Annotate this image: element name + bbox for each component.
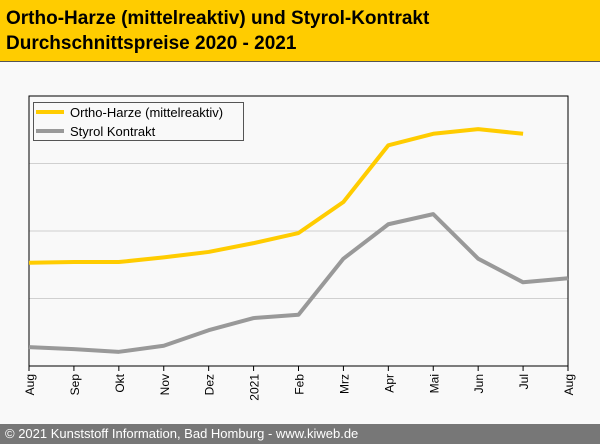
x-tick-label: Jul xyxy=(517,374,531,389)
x-tick-label: Aug xyxy=(23,374,37,395)
legend-label: Ortho-Harze (mittelreaktiv) xyxy=(70,105,223,120)
legend-box xyxy=(33,102,244,141)
x-tick-label: Aug xyxy=(562,374,576,395)
x-tick-label: Dez xyxy=(203,374,217,395)
legend-label: Styrol Kontrakt xyxy=(70,124,156,139)
chart-title: Ortho-Harze (mittelreaktiv) und Styrol-K… xyxy=(6,8,430,29)
x-tick-label: Mrz xyxy=(337,374,351,394)
footer-copyright: © 2021 Kunststoff Information, Bad Hombu… xyxy=(0,424,600,444)
x-tick-label: Apr xyxy=(382,374,396,393)
x-tick-label: Mai xyxy=(427,374,441,393)
x-tick-label: Jun xyxy=(472,374,486,393)
x-tick-label: 2021 xyxy=(248,374,262,401)
x-tick-label: Sep xyxy=(68,374,82,396)
series-line-styrol xyxy=(28,212,569,354)
x-tick-label: Nov xyxy=(158,374,172,395)
x-tick-label: Feb xyxy=(293,374,307,395)
line-chart: Aug Sep Okt Nov Dez 2021 Feb Mrz Apr Mai Jun Jul Aug… xyxy=(23,95,576,401)
series-line-ortho-harze xyxy=(28,127,524,265)
x-tick-label: Okt xyxy=(113,373,127,392)
chart-subtitle: Durchschnittspreise 2020 - 2021 xyxy=(6,33,297,54)
header: Ortho-Harze (mittelreaktiv) und Styrol-K… xyxy=(0,0,600,62)
